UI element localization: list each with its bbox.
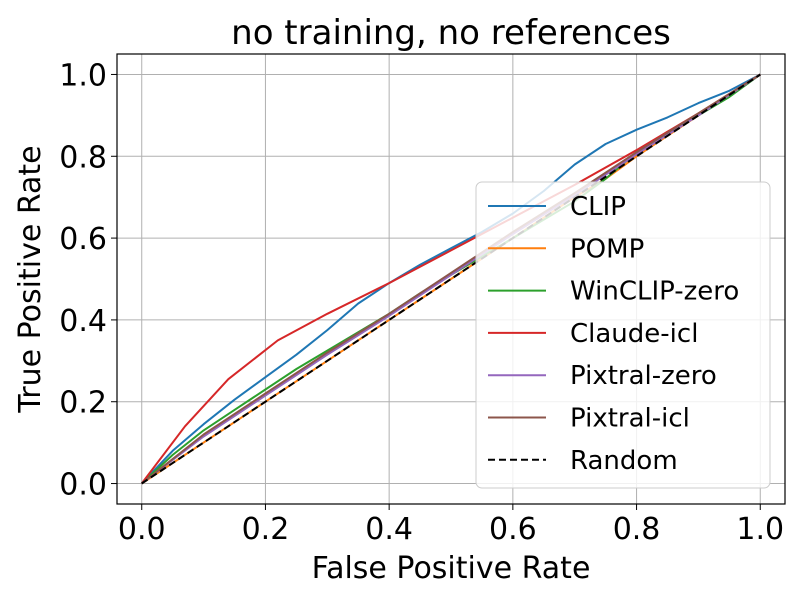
series-line-pixtral-icl [141,73,761,485]
x-tick-label: 0.8 [613,512,661,547]
legend-label: Pixtral-icl [570,404,690,434]
y-tick-label: 0.4 [59,304,107,339]
legend-label: CLIP [570,192,626,222]
series-line-pixtral-zero [141,73,761,485]
y-axis-title: True Positive Rate [13,145,48,413]
y-tick-label: 0.6 [59,222,107,257]
y-tick-label: 0.8 [59,140,107,175]
plot-frame [116,53,786,505]
chart-title: no training, no references [231,13,671,53]
x-tick-label: 0.4 [365,512,413,547]
legend-label: Random [570,446,678,476]
legend-label: Pixtral-zero [570,361,717,391]
x-axis-title: False Positive Rate [312,551,591,586]
series-line-clip [140,73,761,485]
y-tick-label: 0.0 [59,468,107,503]
legend-label: WinCLIP-zero [570,277,739,307]
y-tick-label: 1.0 [59,58,107,93]
legend-label: Claude-icl [570,319,698,349]
y-axis-ticks: 0.0 0.2 0.4 0.6 0.8 1.0 [59,58,117,503]
series-line-claude-icl [140,73,761,485]
x-tick-label: 0.0 [118,512,166,547]
series-line-random [141,73,761,485]
legend-box [475,181,771,489]
x-tick-label: 0.2 [242,512,290,547]
y-tick-label: 0.2 [59,386,107,421]
x-axis-ticks: 0.0 0.2 0.4 0.6 0.8 1.0 [118,504,784,547]
legend: CLIP POMP WinCLIP-zero Claude-icl Pixtral-ze… [475,181,771,489]
legend-label: POMP [570,234,644,264]
x-tick-label: 1.0 [736,512,784,547]
x-tick-label: 0.6 [489,512,537,547]
